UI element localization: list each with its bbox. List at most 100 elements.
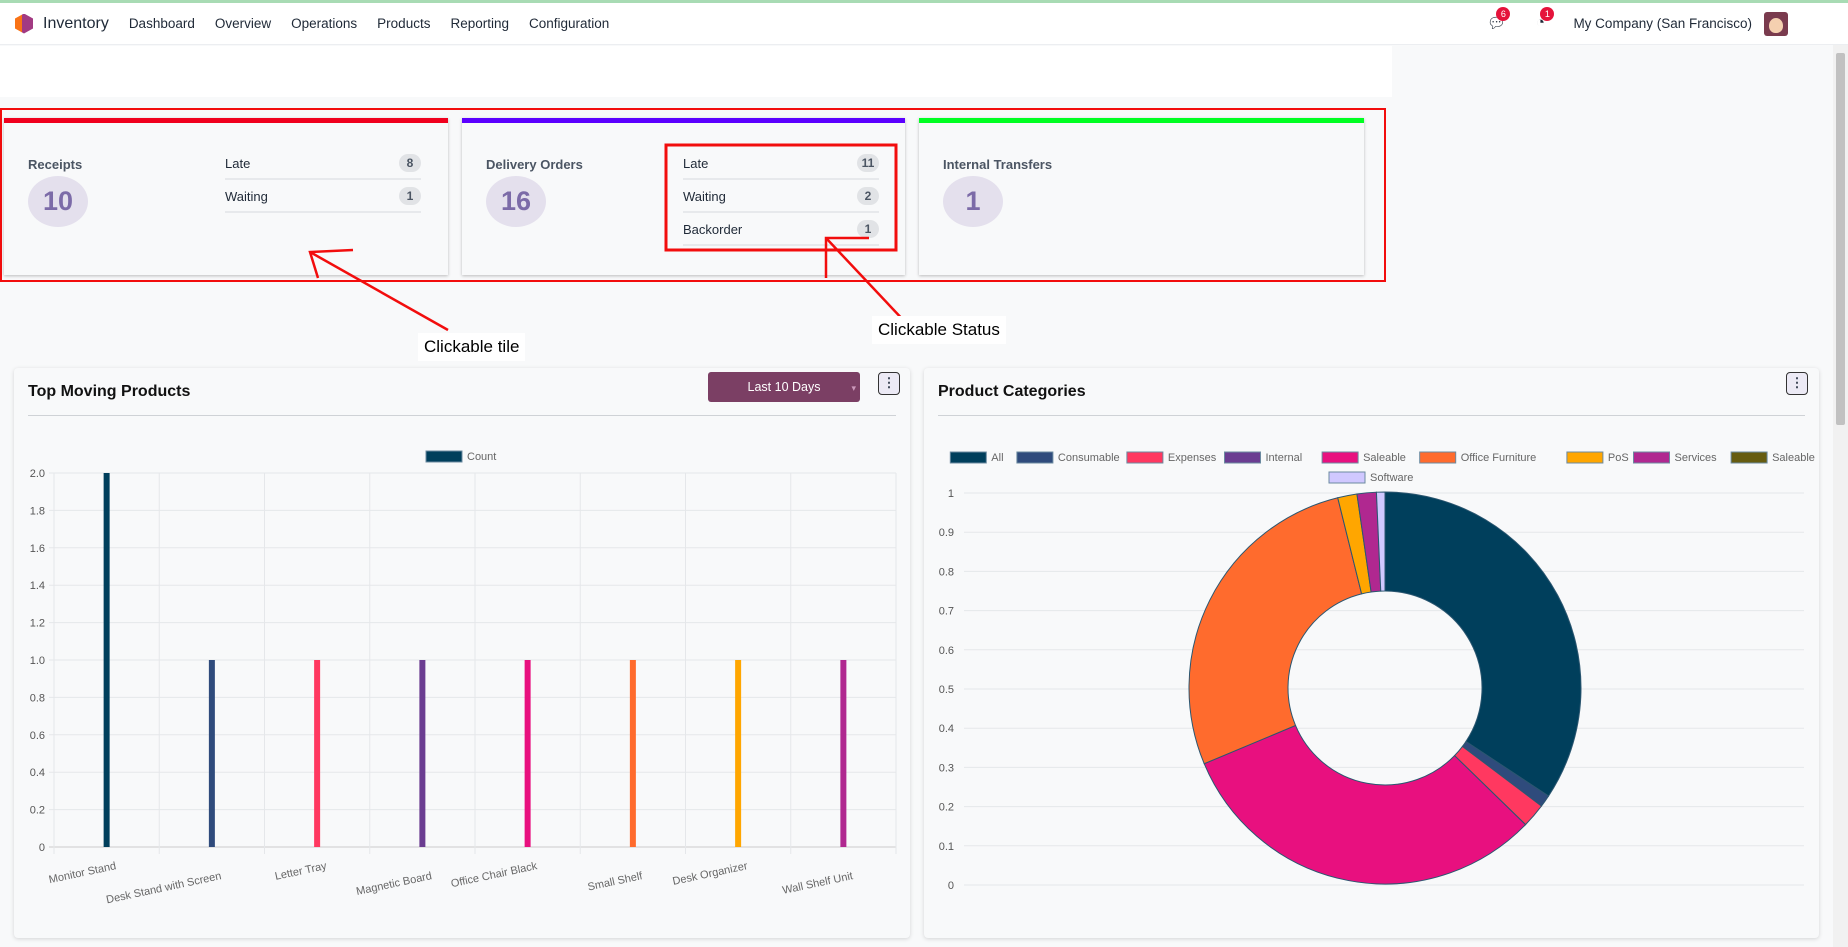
- messages-badge: 6: [1496, 6, 1511, 21]
- legend-swatch: [1566, 451, 1604, 464]
- company-switcher[interactable]: My Company (San Francisco): [1573, 16, 1752, 31]
- bar: [524, 660, 531, 847]
- y-tick-label: 0.9: [939, 527, 954, 539]
- status-late[interactable]: Late 8: [225, 147, 421, 180]
- status-label: Late: [683, 156, 709, 171]
- tile-title: Delivery Orders: [486, 157, 583, 172]
- donut-slice: [1188, 497, 1363, 765]
- annotation-box-tiles: [0, 108, 1386, 282]
- y-tick-label: 0.3: [939, 762, 954, 774]
- tile-title: Receipts: [28, 157, 83, 172]
- legend-swatch: [1633, 451, 1670, 464]
- clock-icon: ◔: [1535, 13, 1545, 31]
- y-tick-label: 1: [948, 488, 954, 500]
- legend-label: All: [991, 452, 1003, 464]
- legend-label: Saleable: [1772, 452, 1815, 464]
- product-categories-panel: Product Categories ⋮ 0 0.1 0.2 0.3 0.4 0.5 0.6…: [924, 368, 1819, 938]
- tile-receipts[interactable]: Receipts 10 Late 8 Waiting 1: [4, 118, 448, 275]
- y-tick-label: 2.0: [30, 468, 45, 480]
- y-tick-label: 1.2: [30, 618, 45, 630]
- y-tick-label: 0.8: [30, 692, 45, 704]
- donut-slice: [1384, 491, 1582, 797]
- bar: [840, 660, 847, 847]
- bar: [103, 473, 110, 847]
- status-count: 11: [857, 154, 879, 172]
- menu-products[interactable]: Products: [377, 16, 431, 31]
- legend-label: Consumable: [1058, 452, 1120, 464]
- tile-count[interactable]: 16: [486, 176, 546, 227]
- legend-swatch: [1730, 451, 1768, 464]
- avatar[interactable]: [1764, 11, 1788, 36]
- y-tick-label: 0.4: [939, 723, 954, 735]
- menu-operations[interactable]: Operations: [291, 16, 358, 31]
- bar: [208, 660, 215, 847]
- y-tick-label: 1.0: [30, 655, 45, 667]
- annotation-clickable-tile: Clickable tile: [418, 333, 526, 361]
- x-tick-label: Magnetic Board: [355, 870, 433, 898]
- legend-swatch: [425, 450, 463, 463]
- bar-chart: Count 0 0.2 0.4 0.6 0.8 1.0 1.2 1.4 1.6 1.8 2.0 Moni…: [30, 450, 897, 906]
- activities-button[interactable]: ◔ 1: [1529, 6, 1555, 34]
- status-label: Waiting: [225, 189, 268, 204]
- activity-badge: 1: [1540, 6, 1555, 21]
- donut-chart: 0 0.1 0.2 0.3 0.4 0.5 0.6 0.7 0.8 0.9 1 All Consumab…: [939, 451, 1815, 892]
- top-moving-products-panel: Top Moving Products Last 10 Days ⋮ Count…: [14, 368, 910, 938]
- status-waiting[interactable]: Waiting 2: [683, 180, 879, 213]
- y-tick-label: 0.6: [30, 730, 45, 742]
- inventory-logo-icon[interactable]: [15, 13, 33, 34]
- annotation-clickable-status: Clickable Status: [872, 316, 1006, 344]
- menu-overview[interactable]: Overview: [214, 16, 272, 31]
- header-area: [0, 46, 1392, 97]
- status-backorder[interactable]: Backorder 1: [683, 213, 879, 246]
- status-late[interactable]: Late 11: [683, 147, 879, 180]
- legend-label: Software: [1370, 472, 1413, 484]
- y-tick-label: 0.2: [939, 802, 954, 814]
- legend-swatch: [1126, 451, 1164, 464]
- scrollbar-thumb[interactable]: [1836, 53, 1845, 425]
- menu-configuration[interactable]: Configuration: [529, 16, 610, 31]
- bar: [419, 660, 426, 847]
- tile-title: Internal Transfers: [943, 157, 1053, 172]
- tile-delivery-orders[interactable]: Delivery Orders 16 Late 11 Waiting 2 Backo…: [462, 118, 905, 275]
- top-accent-line: [0, 0, 1848, 3]
- legend-label: Internal: [1266, 452, 1303, 464]
- x-tick-label: Monitor Stand: [48, 860, 117, 886]
- legend-swatch: [1328, 471, 1366, 484]
- menu-reporting[interactable]: Reporting: [450, 16, 509, 31]
- tile-count[interactable]: 10: [28, 176, 88, 227]
- status-waiting[interactable]: Waiting 1: [225, 180, 421, 213]
- status-count: 8: [399, 154, 421, 172]
- messages-button[interactable]: 💬︎ 6: [1485, 6, 1511, 34]
- kebab-icon[interactable]: ⋮: [1786, 372, 1808, 395]
- panel-title: Top Moving Products: [28, 383, 191, 400]
- x-tick-label: Desk Organizer: [672, 860, 750, 888]
- tile-count[interactable]: 1: [943, 176, 1003, 227]
- x-tick-label: Wall Shelf Unit: [781, 870, 854, 897]
- y-tick-label: 1.8: [30, 505, 45, 517]
- y-tick-label: 0.2: [30, 805, 45, 817]
- status-count: 1: [399, 187, 421, 205]
- legend-swatch: [1419, 451, 1457, 464]
- legend-label: Saleable: [1363, 452, 1406, 464]
- app-name[interactable]: Inventory: [43, 14, 109, 32]
- menu-dashboard[interactable]: Dashboard: [128, 16, 195, 31]
- x-tick-label: Small Shelf: [587, 870, 645, 894]
- y-tick-label: 0.5: [939, 684, 954, 696]
- y-tick-label: 0.6: [939, 645, 954, 657]
- bar: [735, 660, 742, 847]
- y-tick-label: 1.4: [30, 580, 45, 592]
- x-tick-label: Letter Tray: [274, 860, 328, 883]
- y-tick-label: 1.6: [30, 543, 45, 555]
- y-tick-label: 0.4: [30, 767, 45, 779]
- y-tick-label: 0: [948, 880, 954, 892]
- y-tick-label: 0.7: [939, 606, 954, 618]
- status-count: 2: [857, 187, 879, 205]
- y-tick-label: 0.1: [939, 841, 954, 853]
- divider: [28, 415, 896, 416]
- kebab-icon[interactable]: ⋮: [878, 372, 900, 395]
- status-label: Waiting: [683, 189, 726, 204]
- period-filter-dropdown[interactable]: Last 10 Days: [708, 372, 860, 403]
- tile-internal-transfers[interactable]: Internal Transfers 1: [919, 118, 1364, 275]
- legend-swatch: [1321, 451, 1359, 464]
- donut-slice: [1375, 491, 1386, 592]
